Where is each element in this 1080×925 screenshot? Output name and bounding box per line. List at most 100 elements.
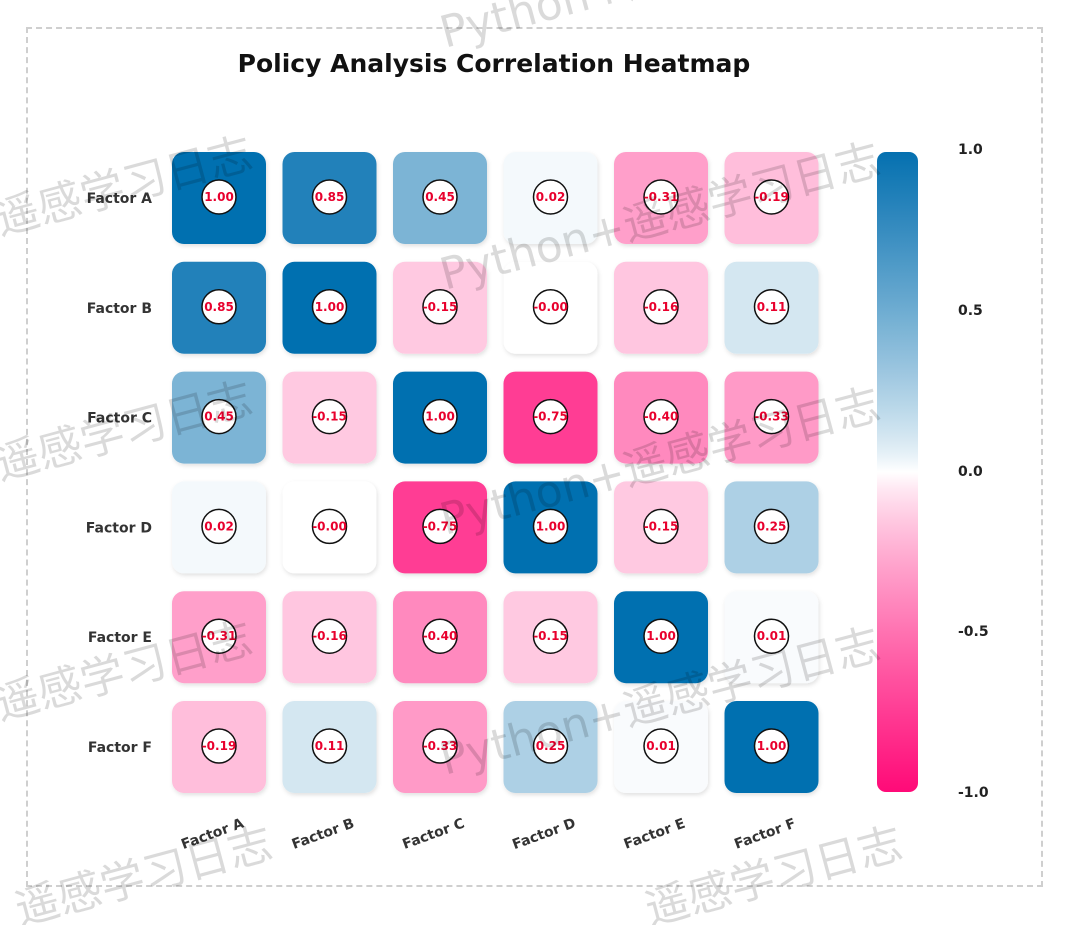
column-label: Factor B <box>290 816 357 853</box>
cell-value-circle <box>532 508 569 545</box>
column-label: Factor E <box>622 816 688 853</box>
heatmap-cell: -0.15 <box>614 481 708 574</box>
cell-value-label: -0.15 <box>644 519 679 533</box>
heatmap-cell: 1.00 <box>503 481 598 574</box>
colorbar-tick-label: 0.0 <box>958 464 983 480</box>
heatmap-cell: 0.11 <box>724 261 819 354</box>
row-label: Factor C <box>87 411 152 427</box>
cell-value-label: -0.33 <box>754 410 789 424</box>
cell-value-circle <box>311 728 348 764</box>
heatmap-cell: -0.16 <box>282 591 377 684</box>
cell-value-label: -0.40 <box>644 410 679 424</box>
cell-value-circle <box>422 179 458 215</box>
heatmap-cell: -0.00 <box>282 481 377 574</box>
cell-value-circle <box>201 179 237 215</box>
cell-value-circle <box>753 618 790 654</box>
watermark-text: 遥感学习日志 <box>10 818 278 925</box>
cell-value-circle <box>422 398 458 435</box>
cell-value-label: -0.75 <box>533 410 568 424</box>
cell-value-circle <box>201 618 237 654</box>
row-label: Factor D <box>86 520 152 536</box>
cell-value-label: 0.02 <box>204 519 234 533</box>
heatmap-cell: 0.25 <box>503 701 598 793</box>
heatmap-cell: -0.15 <box>503 591 598 684</box>
cell-value-circle <box>311 179 348 215</box>
heatmap-cell: 0.01 <box>724 591 819 684</box>
heatmap-cell: -0.31 <box>172 591 266 684</box>
cell-value-circle <box>422 508 458 545</box>
heatmap-cell: 0.11 <box>282 701 377 793</box>
cell-value-circle <box>753 179 790 215</box>
heatmap-cell: 0.25 <box>724 481 819 574</box>
cell-value-label: 0.45 <box>204 410 234 424</box>
cell-value-label: 1.00 <box>204 190 234 204</box>
cell-value-circle <box>201 398 237 435</box>
cell-value-label: 0.02 <box>536 190 566 204</box>
cell-value-circle <box>311 508 348 545</box>
chart-title: Policy Analysis Correlation Heatmap <box>238 49 751 78</box>
cell-value-circle <box>532 618 569 654</box>
colorbar-tick-label: 1.0 <box>958 142 983 158</box>
cell-value-label: 1.00 <box>646 629 676 643</box>
cell-value-label: -0.19 <box>754 190 789 204</box>
chart-frame <box>26 27 1043 887</box>
column-label: Factor D <box>510 815 578 853</box>
cell-value-circle <box>201 728 237 764</box>
column-label: Factor C <box>400 816 466 853</box>
heatmap-cell: -0.16 <box>614 261 708 354</box>
heatmap-cell: 1.00 <box>172 152 266 244</box>
heatmap-cell: -0.40 <box>393 591 487 684</box>
heatmap-cell: 0.01 <box>614 701 708 793</box>
cell-value-label: -0.75 <box>423 519 458 533</box>
heatmap-cell: -0.33 <box>393 701 487 793</box>
row-labels: Factor A Factor B Factor C Factor D Factor E… <box>86 191 152 756</box>
cell-value-label: -0.31 <box>644 190 679 204</box>
cell-value-circle <box>422 728 458 764</box>
cell-value-circle <box>422 289 458 325</box>
watermark-text: 遥感学习日志 <box>0 373 258 491</box>
cell-value-circle <box>753 398 790 435</box>
heatmap-cell: -0.75 <box>393 481 487 574</box>
cell-value-label: 0.25 <box>757 519 787 533</box>
heatmap-cell: 0.02 <box>172 481 266 574</box>
colorbar-tick-label: -0.5 <box>958 624 989 640</box>
heatmap-cell: -0.33 <box>724 371 819 464</box>
cell-value-circle <box>643 728 679 764</box>
cell-value-circle <box>643 179 679 215</box>
colorbar-tick-label: 0.5 <box>958 303 983 319</box>
cell-value-label: -0.40 <box>423 629 458 643</box>
cell-value-label: -0.15 <box>423 300 458 314</box>
cell-value-circle <box>532 289 569 325</box>
cell-value-label: -0.15 <box>312 410 347 424</box>
heatmap-cell: -0.15 <box>282 371 377 464</box>
cell-value-circle <box>753 289 790 325</box>
cell-value-label: -0.16 <box>644 300 679 314</box>
heatmap-cell: 1.00 <box>724 701 819 793</box>
cell-value-label: 1.00 <box>757 739 787 753</box>
colorbar-gradient <box>877 152 918 792</box>
cell-value-circle <box>201 508 237 545</box>
heatmap-cell: -0.75 <box>503 371 598 464</box>
heatmap-cell: -0.00 <box>503 261 598 354</box>
heatmap-cell: 1.00 <box>282 261 377 354</box>
cell-value-circle <box>532 728 569 764</box>
cell-value-label: -0.31 <box>202 629 237 643</box>
heatmap-cell: 0.85 <box>172 261 266 354</box>
cell-value-circle <box>753 728 790 764</box>
cell-value-label: 0.85 <box>315 190 345 204</box>
cell-value-circle <box>643 618 679 654</box>
cell-value-circle <box>311 289 348 325</box>
heatmap-cell: 0.02 <box>503 152 598 244</box>
cell-value-circle <box>311 398 348 435</box>
cell-value-label: 0.25 <box>536 739 566 753</box>
cell-value-circle <box>422 618 458 654</box>
heatmap-cells: 1.00 0.85 0.45 0.02 -0.31 -0.19 0.85 1.00 -0.15 -… <box>172 152 819 793</box>
cell-value-circle <box>311 618 348 654</box>
cell-value-circle <box>532 179 569 215</box>
cell-value-label: 0.85 <box>204 300 234 314</box>
cell-value-label: -0.00 <box>312 519 347 533</box>
row-label: Factor F <box>88 740 152 756</box>
cell-value-circle <box>643 398 679 435</box>
cell-value-circle <box>643 289 679 325</box>
heatmap-cell: -0.19 <box>172 701 266 793</box>
